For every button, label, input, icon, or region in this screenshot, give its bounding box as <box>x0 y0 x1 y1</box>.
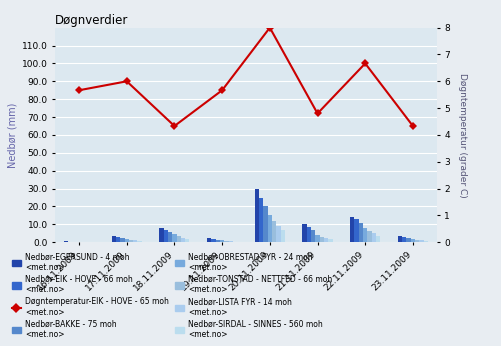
Bar <box>263 207 267 242</box>
Bar <box>414 239 418 242</box>
Y-axis label: Døgntemperatur (grader C): Døgntemperatur (grader C) <box>457 73 466 197</box>
Bar <box>207 238 211 242</box>
Bar <box>311 230 315 242</box>
Bar <box>112 236 116 242</box>
Bar <box>120 238 124 242</box>
Bar <box>259 198 263 242</box>
Bar <box>323 238 328 242</box>
Y-axis label: Nedbør (mm): Nedbør (mm) <box>8 102 18 167</box>
Bar <box>163 230 168 242</box>
Bar <box>180 238 185 242</box>
Bar <box>401 237 406 242</box>
Bar <box>124 239 129 242</box>
Bar <box>306 227 311 242</box>
Bar <box>375 236 379 242</box>
Bar <box>302 224 306 242</box>
Bar <box>319 237 323 242</box>
Bar <box>137 241 141 242</box>
Bar <box>315 235 319 242</box>
Bar <box>215 239 219 242</box>
Bar <box>64 241 68 242</box>
Bar <box>172 234 176 242</box>
Bar <box>397 236 401 242</box>
Bar <box>267 215 272 242</box>
Bar <box>185 239 189 242</box>
Bar <box>328 239 332 242</box>
Bar <box>176 236 180 242</box>
Bar <box>159 228 163 242</box>
Bar <box>129 239 133 242</box>
Bar <box>219 240 224 242</box>
Bar <box>367 230 371 242</box>
Bar <box>362 228 367 242</box>
Bar <box>350 217 354 242</box>
Bar <box>133 240 137 242</box>
Bar <box>406 238 410 242</box>
Bar <box>358 222 362 242</box>
Bar <box>276 226 280 242</box>
Bar <box>418 240 423 242</box>
Bar <box>423 241 427 242</box>
Bar <box>410 239 414 242</box>
Bar <box>228 241 232 242</box>
Legend: Nedbør-EGERSUND - 4 moh
<met.no>, Nedbør-EIK - HOVE - 66 moh
<met.no>, Døgntempe: Nedbør-EGERSUND - 4 moh <met.no>, Nedbør… <box>9 249 335 342</box>
Bar <box>272 221 276 242</box>
Bar <box>224 241 228 242</box>
Bar <box>371 233 375 242</box>
Bar <box>211 239 215 242</box>
Bar <box>255 189 259 242</box>
Text: Døgnverdier: Døgnverdier <box>55 13 128 27</box>
Bar <box>354 219 358 242</box>
Bar <box>168 233 172 242</box>
Bar <box>280 230 284 242</box>
Bar <box>116 237 120 242</box>
